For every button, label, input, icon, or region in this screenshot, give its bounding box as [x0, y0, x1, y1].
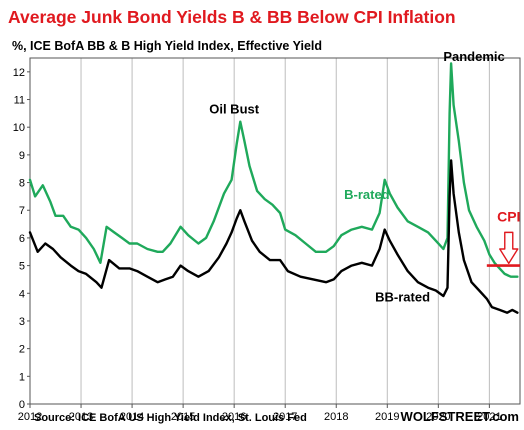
y-tick-label: 1	[19, 371, 25, 383]
series-line-b-rated	[28, 62, 519, 278]
series	[28, 62, 520, 314]
y-tick-label: 4	[19, 288, 25, 300]
annotation-b-rated: B-rated	[344, 187, 390, 202]
y-tick-label: 8	[19, 178, 25, 190]
annotation-pandemic: Pandemic	[443, 49, 504, 64]
x-tick-label: 2015	[171, 411, 195, 423]
annotation-bb-rated: BB-rated	[375, 290, 430, 305]
x-tick-label: 2019	[375, 411, 399, 423]
y-tick-label: 9	[19, 150, 25, 162]
y-tick-label: 6	[19, 233, 25, 245]
axes: 2012 2013 2014 2015 2016 2017 2018 2019 2020 2021…	[13, 57, 521, 423]
x-tick-label: 2021	[477, 411, 501, 423]
cpi-arrow-icon	[499, 231, 519, 265]
y-tick-label: 0	[19, 399, 25, 411]
chart-subtitle: %, ICE BofA BB & B High Yield Index, Eff…	[12, 39, 322, 53]
y-tick-label: 3	[19, 316, 25, 328]
annotation-cpi: CPI	[497, 208, 520, 224]
chart-title: Average Junk Bond Yields B & BB Below CP…	[8, 7, 456, 27]
brand-watermark: WOLFSTREET.com	[401, 409, 519, 424]
series-line-bb-rated	[28, 159, 519, 314]
x-tick-label: 2020	[426, 411, 450, 423]
x-tick-label: 2017	[273, 411, 297, 423]
y-tick-label: 12	[13, 67, 25, 79]
x-tick-label: 2018	[324, 411, 348, 423]
x-tick-label: 2013	[69, 411, 93, 423]
y-tick-label: 11	[14, 95, 25, 107]
x-tick-label: 2014	[120, 411, 144, 423]
y-tick-label: 10	[13, 122, 25, 134]
x-tick-label: 2012	[18, 411, 42, 423]
y-tick-label: 5	[19, 261, 25, 273]
plot-frame	[29, 57, 521, 405]
annotation-oil-bust: Oil Bust	[209, 101, 260, 116]
y-tick-label: 2	[19, 344, 25, 356]
x-tick-label: 2016	[222, 411, 246, 423]
source-note: Source: ICE BofA US High Yield Index, St…	[34, 412, 307, 424]
grid	[80, 58, 490, 404]
y-tick-label: 7	[19, 205, 25, 217]
annotations: Oil Bust Pandemic B-rated BB-rated CPI	[209, 49, 520, 305]
